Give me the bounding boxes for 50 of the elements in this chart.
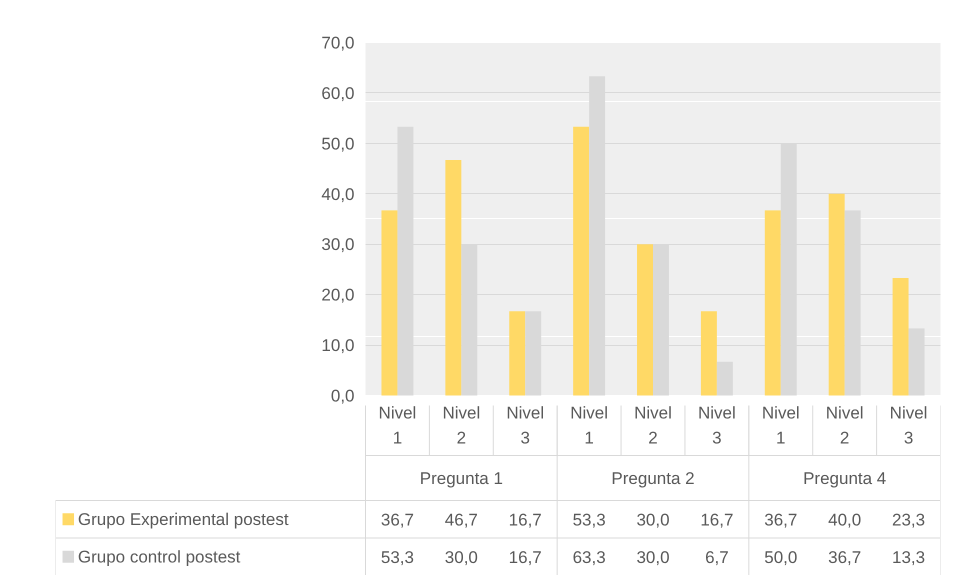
y-tick-label: 60,0 [321, 84, 355, 103]
bar [892, 278, 909, 396]
data-label: 36,7 [828, 548, 862, 567]
x-tick-label: Nivel 1 [570, 404, 608, 448]
text: Pregunta 2 [611, 469, 695, 488]
bar [381, 210, 398, 396]
data-label: 53,3 [380, 548, 414, 567]
x-tick-label: Nivel 2 [634, 404, 672, 448]
x-tick-label: Nivel 2 [442, 404, 480, 448]
bar [445, 160, 462, 396]
data-label: 6,7 [705, 548, 729, 567]
y-tick-label: 20,0 [321, 286, 355, 305]
data-label: 40,0 [828, 510, 862, 530]
data-label: 16,7 [700, 510, 734, 530]
bar [637, 244, 653, 396]
bar [700, 311, 717, 396]
bar [509, 311, 526, 396]
text: Pregunta 1 [420, 469, 503, 488]
data-label: 13,3 [892, 548, 926, 567]
x-tick-label: Nivel 1 [762, 404, 800, 448]
x-tick-label: Nivel 3 [698, 404, 736, 448]
text: Pregunta 4 [803, 469, 886, 488]
bar [716, 362, 733, 396]
data-label: 63,3 [572, 548, 606, 567]
x-tick-label: Nivel 3 [506, 404, 544, 448]
y-tick-label: 30,0 [321, 235, 355, 254]
y-tick-label: 0,0 [330, 386, 355, 406]
x-tick-label: Nivel 1 [378, 404, 416, 448]
data-label: 16,7 [508, 548, 542, 567]
y-tick-label: 70,0 [321, 34, 355, 52]
data-label: 30,0 [444, 548, 478, 567]
y-tick-label: 10,0 [321, 336, 355, 356]
data-label: 36,7 [380, 510, 414, 530]
bar [764, 210, 781, 396]
data-label: 46,7 [444, 510, 478, 530]
data-label: 16,7 [508, 510, 542, 530]
x-tick-label: Nivel 2 [826, 404, 864, 448]
data-label: 30,0 [636, 548, 670, 567]
data-label: 50,0 [764, 548, 798, 567]
data-label: 36,7 [764, 510, 798, 530]
data-label: 30,0 [636, 510, 670, 530]
y-tick-label: 50,0 [321, 134, 355, 154]
y-tick-label: 40,0 [321, 184, 355, 204]
legend-label: Grupo Experimental postest [78, 510, 289, 529]
x-tick-label: Nivel 3 [890, 404, 928, 448]
bar [828, 194, 845, 396]
legend-label: Grupo control postest [78, 547, 241, 566]
bar [573, 126, 590, 396]
data-label: 23,3 [892, 510, 926, 530]
data-label: 53,3 [572, 510, 606, 530]
